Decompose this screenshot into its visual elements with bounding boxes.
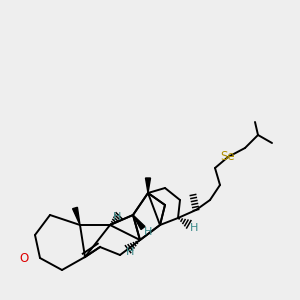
- Text: H: H: [190, 223, 198, 233]
- Polygon shape: [73, 207, 80, 225]
- Polygon shape: [133, 215, 145, 230]
- Text: H: H: [144, 227, 152, 237]
- Text: Se: Se: [221, 151, 235, 164]
- Text: H: H: [113, 212, 121, 222]
- Text: H: H: [126, 247, 134, 257]
- Text: O: O: [20, 251, 28, 265]
- Polygon shape: [146, 178, 151, 193]
